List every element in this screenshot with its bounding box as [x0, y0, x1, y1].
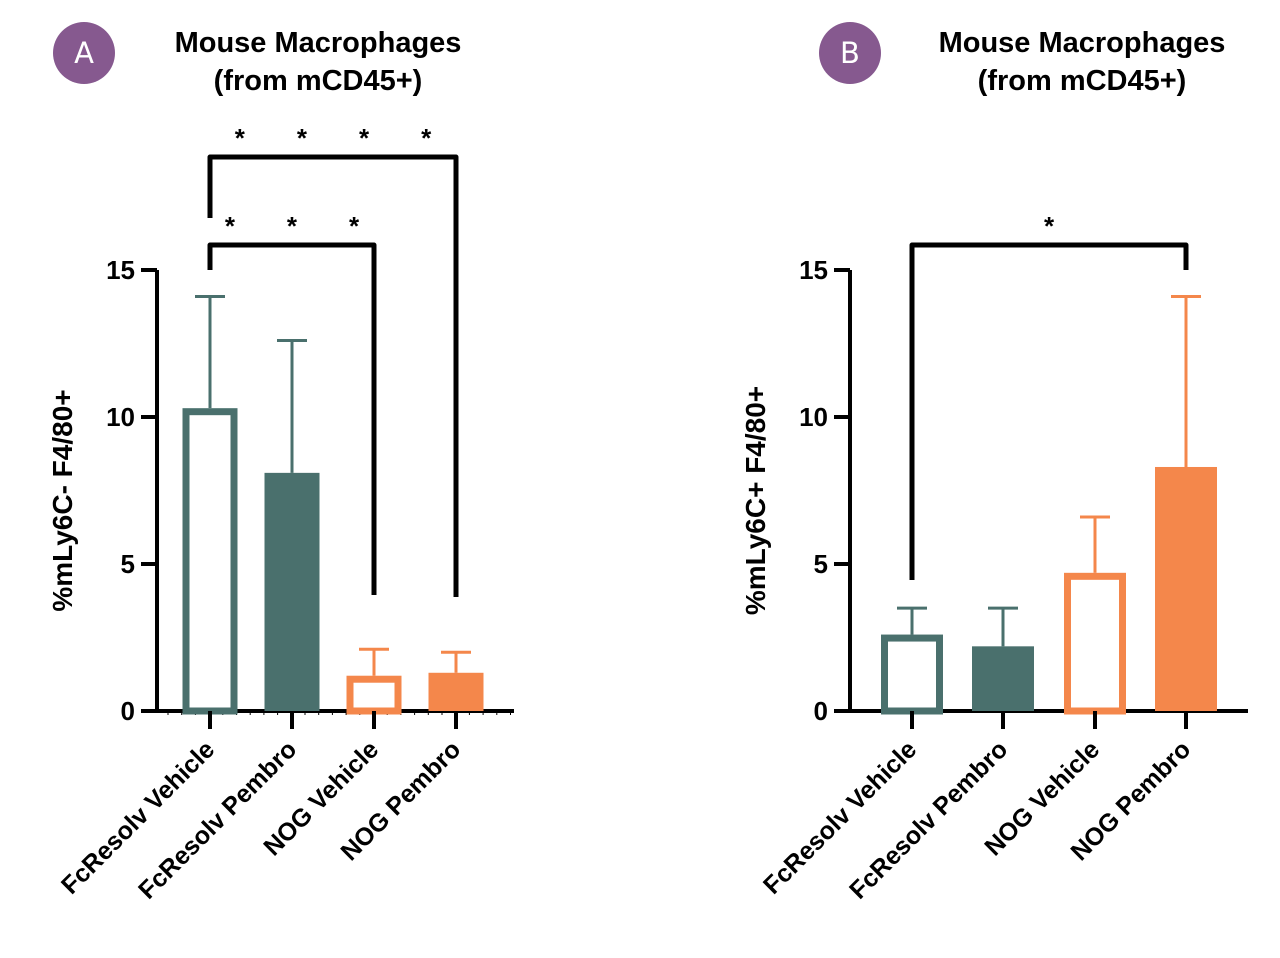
chart-title-line1: Mouse Macrophages: [938, 27, 1226, 59]
chart-title-line2: (from mCD45+): [977, 65, 1187, 97]
panel-badge-b: B: [819, 22, 881, 84]
panel-badge-a: A: [53, 22, 115, 84]
chart-title-line2: (from mCD45+): [213, 65, 423, 97]
bar-filled: [264, 472, 320, 711]
panel-a: A Mouse Macrophages (from mCD45+) 0 5 10 15…: [47, 22, 514, 905]
bar-filled: [972, 646, 1034, 711]
y-axis-title: %mLy6C- F4/80+: [47, 389, 78, 611]
bar-open: [881, 634, 943, 715]
bar-filled: [1155, 466, 1217, 711]
significance-bracket: [207, 242, 377, 595]
chart-title-a: Mouse Macrophages (from mCD45+): [140, 24, 496, 100]
y-tick-label: 15: [799, 255, 828, 285]
y-tick-label: 0: [814, 696, 828, 726]
significance-bracket: [909, 242, 1189, 580]
bar-open: [1064, 572, 1126, 715]
y-tick-label: 10: [799, 402, 828, 432]
x-tick-label: FcResolv Pembro: [844, 735, 1013, 904]
significance-stars: * * *: [225, 211, 360, 241]
y-tick-label: 5: [121, 549, 135, 579]
x-tick-label: FcResolv Vehicle: [758, 735, 922, 899]
significance-stars: *: [1044, 211, 1055, 241]
y-tick-label: 0: [121, 696, 135, 726]
y-tick-label: 5: [814, 549, 828, 579]
significance-stars: * * * *: [235, 123, 432, 153]
y-axis-title: %mLy6C+ F4/80+: [740, 386, 771, 615]
chart-title-b: Mouse Macrophages (from mCD45+): [904, 24, 1260, 100]
significance-bracket: [207, 154, 459, 597]
chart-title-line1: Mouse Macrophages: [174, 27, 462, 59]
bar-filled: [428, 672, 484, 711]
bar-open: [346, 675, 402, 715]
y-tick-label: 10: [106, 402, 135, 432]
y-tick-label: 15: [106, 255, 135, 285]
